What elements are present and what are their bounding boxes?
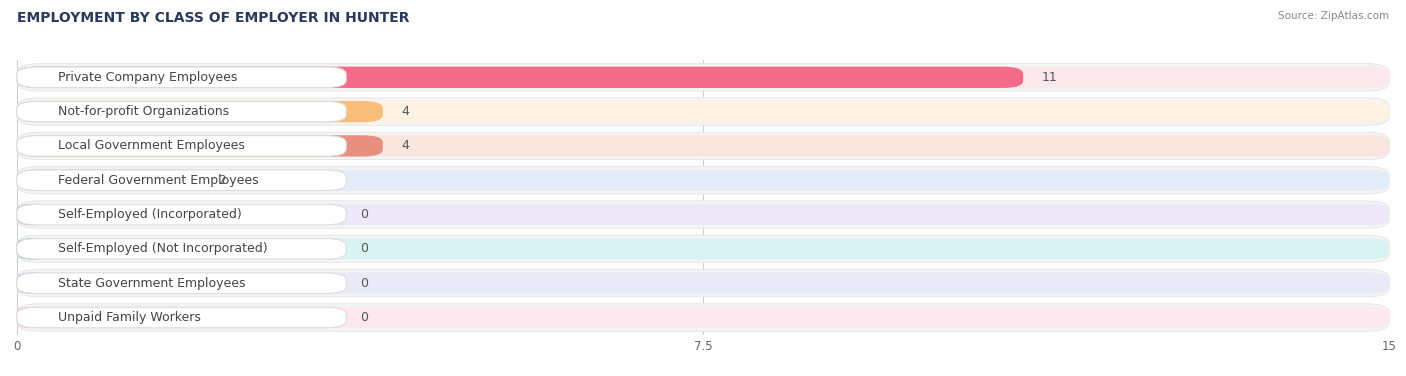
FancyBboxPatch shape: [17, 307, 346, 328]
FancyBboxPatch shape: [17, 270, 1389, 297]
FancyBboxPatch shape: [17, 135, 382, 156]
Text: 11: 11: [1042, 71, 1057, 84]
Text: EMPLOYMENT BY CLASS OF EMPLOYER IN HUNTER: EMPLOYMENT BY CLASS OF EMPLOYER IN HUNTE…: [17, 11, 409, 25]
FancyBboxPatch shape: [17, 170, 200, 191]
FancyBboxPatch shape: [17, 101, 1389, 122]
FancyBboxPatch shape: [17, 273, 49, 294]
Text: 4: 4: [401, 139, 409, 152]
FancyBboxPatch shape: [17, 67, 346, 88]
Text: 2: 2: [218, 174, 226, 187]
FancyBboxPatch shape: [17, 170, 1389, 191]
FancyBboxPatch shape: [17, 101, 382, 122]
Text: 0: 0: [360, 277, 368, 290]
Text: 0: 0: [360, 311, 368, 324]
FancyBboxPatch shape: [17, 170, 346, 191]
Text: State Government Employees: State Government Employees: [58, 277, 246, 290]
FancyBboxPatch shape: [17, 235, 1389, 262]
FancyBboxPatch shape: [17, 204, 1389, 225]
Text: Unpaid Family Workers: Unpaid Family Workers: [58, 311, 201, 324]
Text: Self-Employed (Not Incorporated): Self-Employed (Not Incorporated): [58, 243, 267, 255]
Text: Source: ZipAtlas.com: Source: ZipAtlas.com: [1278, 11, 1389, 21]
FancyBboxPatch shape: [17, 304, 1389, 331]
FancyBboxPatch shape: [17, 201, 1389, 228]
FancyBboxPatch shape: [17, 64, 1389, 91]
FancyBboxPatch shape: [17, 239, 346, 259]
FancyBboxPatch shape: [17, 273, 346, 294]
FancyBboxPatch shape: [17, 132, 1389, 160]
Text: Self-Employed (Incorporated): Self-Employed (Incorporated): [58, 208, 242, 221]
FancyBboxPatch shape: [17, 135, 1389, 156]
FancyBboxPatch shape: [17, 67, 1024, 88]
FancyBboxPatch shape: [17, 204, 49, 225]
Text: Federal Government Employees: Federal Government Employees: [58, 174, 259, 187]
Text: Private Company Employees: Private Company Employees: [58, 71, 238, 84]
FancyBboxPatch shape: [17, 273, 1389, 294]
FancyBboxPatch shape: [17, 136, 346, 156]
FancyBboxPatch shape: [17, 102, 346, 122]
FancyBboxPatch shape: [17, 67, 1389, 88]
FancyBboxPatch shape: [17, 167, 1389, 194]
FancyBboxPatch shape: [17, 238, 49, 259]
FancyBboxPatch shape: [17, 238, 1389, 259]
FancyBboxPatch shape: [17, 307, 49, 328]
Text: 0: 0: [360, 243, 368, 255]
Text: 0: 0: [360, 208, 368, 221]
FancyBboxPatch shape: [17, 98, 1389, 125]
FancyBboxPatch shape: [17, 204, 346, 225]
Text: Not-for-profit Organizations: Not-for-profit Organizations: [58, 105, 229, 118]
Text: Local Government Employees: Local Government Employees: [58, 139, 245, 152]
Text: 4: 4: [401, 105, 409, 118]
FancyBboxPatch shape: [17, 307, 1389, 328]
